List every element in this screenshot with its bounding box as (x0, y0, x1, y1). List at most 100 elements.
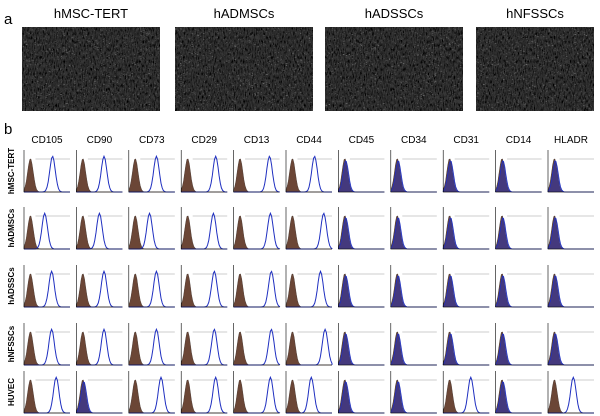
row-label: hMSC-TERT (7, 148, 16, 194)
marker-histogram (442, 217, 490, 250)
marker-label: CD73 (139, 135, 165, 146)
axes (338, 323, 385, 366)
marker-histogram (76, 381, 123, 414)
axes (442, 323, 490, 366)
marker-histogram (338, 381, 385, 414)
isotype-histogram (285, 331, 332, 366)
isotype-histogram (76, 331, 123, 366)
micrograph-streaks (476, 27, 594, 111)
micrograph-streaks (22, 27, 160, 111)
isotype-histogram (443, 379, 490, 414)
image-title: hADMSCs (214, 6, 275, 21)
histogram-grid: CD105 CD90 CD73 CD29 CD13 CD44 CD45 CD34 CD31 CD1… (7, 135, 594, 414)
isotype-histogram (181, 215, 228, 250)
marker-label: CD90 (87, 135, 113, 146)
axes (23, 371, 70, 414)
axes (495, 265, 542, 308)
axes (233, 150, 280, 193)
marker-histogram (547, 160, 594, 193)
panel-label: b (4, 121, 12, 138)
axes (547, 371, 594, 414)
marker-label: CD29 (191, 135, 217, 146)
axes (23, 207, 70, 250)
axes (338, 371, 385, 414)
axes (128, 371, 175, 414)
isotype-histogram (76, 158, 123, 193)
isotype-histogram (23, 379, 70, 414)
marker-histogram (442, 275, 490, 308)
micrograph-streaks (175, 27, 313, 111)
marker-label: CD34 (401, 135, 427, 146)
isotype-histogram (128, 273, 175, 308)
marker-histogram (390, 381, 437, 414)
marker-histogram (390, 333, 437, 366)
axes (233, 265, 280, 308)
isotype-histogram (181, 379, 228, 414)
marker-label: CD14 (506, 135, 532, 146)
axes (338, 265, 385, 308)
marker-histogram (338, 275, 385, 308)
axes (547, 150, 594, 193)
axes (180, 323, 228, 366)
micrograph-streaks (325, 27, 463, 111)
row-label: hADSSCs (7, 267, 16, 305)
row-label: hNFSSCs (7, 325, 16, 362)
isotype-histogram (128, 331, 175, 366)
axes (180, 207, 228, 250)
marker-label: CD105 (31, 135, 63, 146)
axes (180, 265, 228, 308)
isotype-histogram (128, 379, 175, 414)
marker-histogram (338, 333, 385, 366)
isotype-histogram (76, 273, 123, 308)
marker-histogram (338, 160, 385, 193)
marker-histogram (338, 217, 385, 250)
axes (128, 323, 175, 366)
axes (23, 150, 70, 193)
marker-histogram (547, 333, 594, 366)
image-title: hNFSSCs (506, 6, 564, 21)
axes (495, 371, 542, 414)
micrographs: hMSC-TERT hADMSCs hADSSCs hNFSSCs (22, 6, 594, 111)
panel-label: a (4, 11, 13, 28)
marker-histogram (390, 160, 437, 193)
axes (547, 323, 594, 366)
axes (128, 150, 175, 193)
marker-histogram (547, 217, 594, 250)
axes (285, 323, 332, 366)
axes (547, 207, 594, 250)
marker-histogram (495, 381, 542, 414)
axes (442, 207, 490, 250)
axes (495, 207, 542, 250)
axes (233, 207, 280, 250)
axes (128, 265, 175, 308)
isotype-histogram (23, 273, 70, 308)
row-label: HUVEC (7, 378, 16, 406)
axes (338, 207, 385, 250)
marker-histogram (495, 275, 542, 308)
axes (76, 150, 123, 193)
marker-histogram (547, 275, 594, 308)
marker-label: CD31 (453, 135, 479, 146)
axes (495, 323, 542, 366)
axes (23, 265, 70, 308)
axes (390, 323, 437, 366)
isotype-histogram (128, 158, 175, 193)
axes (285, 265, 332, 308)
isotype-histogram (285, 273, 332, 308)
marker-label: CD45 (349, 135, 375, 146)
axes (76, 323, 123, 366)
axes (547, 265, 594, 308)
axes (285, 150, 332, 193)
image-title: hADSSCs (365, 6, 424, 21)
marker-histogram (495, 333, 542, 366)
marker-label: CD44 (296, 135, 322, 146)
axes (285, 371, 332, 414)
axes (76, 207, 123, 250)
marker-histogram (390, 217, 437, 250)
marker-label: CD13 (244, 135, 270, 146)
axes (495, 150, 542, 193)
marker-histogram (495, 160, 542, 193)
axes (338, 150, 385, 193)
axes (442, 150, 490, 193)
